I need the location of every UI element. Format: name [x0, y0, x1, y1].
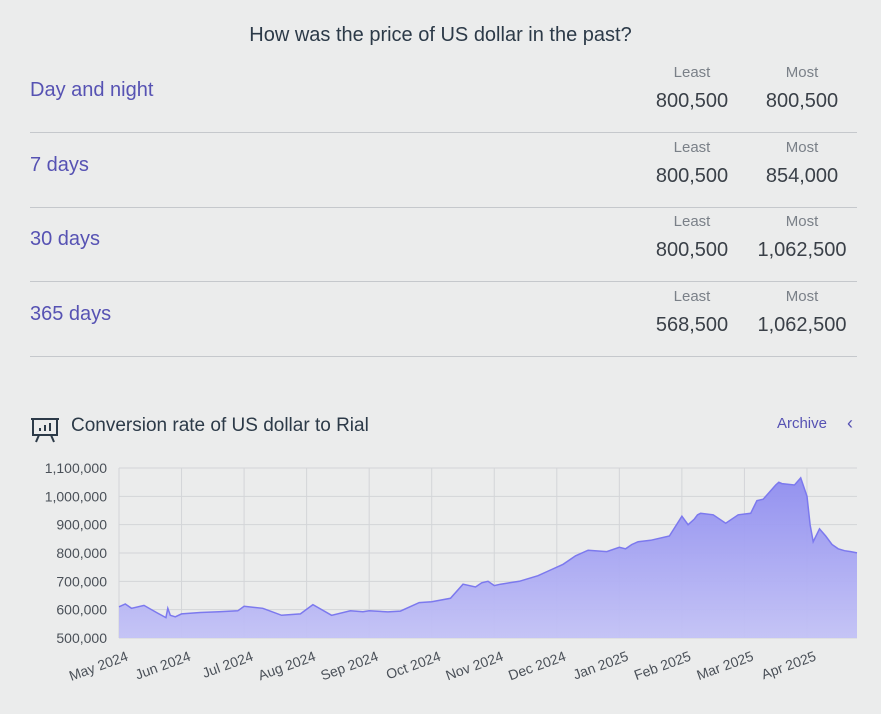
- range-row-30-days: 30 days Least Most 800,500 1,062,500: [30, 206, 857, 282]
- chevron-left-icon[interactable]: ‹: [847, 413, 853, 433]
- x-tick-label: Jul 2024: [200, 648, 255, 681]
- most-value: 854,000: [765, 165, 839, 187]
- range-label[interactable]: Day and night: [30, 79, 154, 101]
- x-tick-label: Apr 2025: [759, 648, 818, 683]
- least-value: 800,500: [655, 90, 729, 112]
- most-value: 1,062,500: [757, 239, 847, 261]
- range-row-7-days: 7 days Least Most 800,500 854,000: [30, 132, 857, 208]
- y-tick-label: 900,000: [56, 517, 107, 533]
- most-label: Most: [785, 288, 819, 305]
- least-label: Least: [673, 213, 711, 230]
- least-label: Least: [673, 64, 711, 81]
- range-label[interactable]: 7 days: [30, 154, 89, 176]
- most-label: Most: [785, 139, 819, 156]
- x-tick-label: Dec 2024: [506, 648, 568, 684]
- least-label: Least: [673, 139, 711, 156]
- y-tick-label: 700,000: [56, 573, 107, 589]
- x-tick-label: Mar 2025: [694, 648, 755, 683]
- chart-title: Conversion rate of US dollar to Rial: [71, 415, 369, 436]
- page-title: How was the price of US dollar in the pa…: [249, 24, 632, 46]
- series-line: [118, 476, 858, 619]
- x-tick-label: May 2024: [67, 648, 130, 684]
- most-value: 800,500: [765, 90, 839, 112]
- x-tick-label: Feb 2025: [632, 648, 693, 683]
- x-tick-label: Sep 2024: [318, 648, 380, 684]
- y-tick-label: 600,000: [56, 602, 107, 618]
- series-area: [119, 477, 857, 638]
- x-tick-label: Aug 2024: [256, 648, 318, 684]
- range-label[interactable]: 30 days: [30, 228, 101, 250]
- x-tick-label: Jun 2024: [133, 648, 193, 683]
- x-tick-label: Jan 2025: [571, 648, 631, 683]
- most-value: 1,062,500: [757, 314, 847, 336]
- range-label[interactable]: 365 days: [30, 303, 112, 325]
- most-label: Most: [785, 64, 819, 81]
- range-row-day-and-night: Day and night Least Most 800,500 800,500: [30, 57, 857, 133]
- y-tick-label: 800,000: [56, 545, 107, 561]
- y-tick-label: 500,000: [56, 630, 107, 646]
- range-row-365-days: 365 days Least Most 568,500 1,062,500: [30, 281, 857, 357]
- y-tick-label: 1,100,000: [45, 460, 107, 476]
- x-tick-label: Oct 2024: [384, 648, 443, 683]
- x-tick-label: Nov 2024: [443, 648, 505, 684]
- least-value: 800,500: [655, 165, 729, 187]
- most-label: Most: [785, 213, 819, 230]
- least-label: Least: [673, 288, 711, 305]
- presentation-chart-icon: [31, 418, 59, 443]
- y-tick-label: 1,000,000: [45, 488, 107, 504]
- archive-link[interactable]: Archive: [776, 415, 827, 432]
- least-value: 800,500: [655, 239, 729, 261]
- area-chart: 500,000 600,000 700,000 800,000 900,000 1,000…: [45, 460, 858, 684]
- least-value: 568,500: [655, 314, 729, 336]
- chart-header: Conversion rate of US dollar to Rial Arc…: [30, 412, 857, 446]
